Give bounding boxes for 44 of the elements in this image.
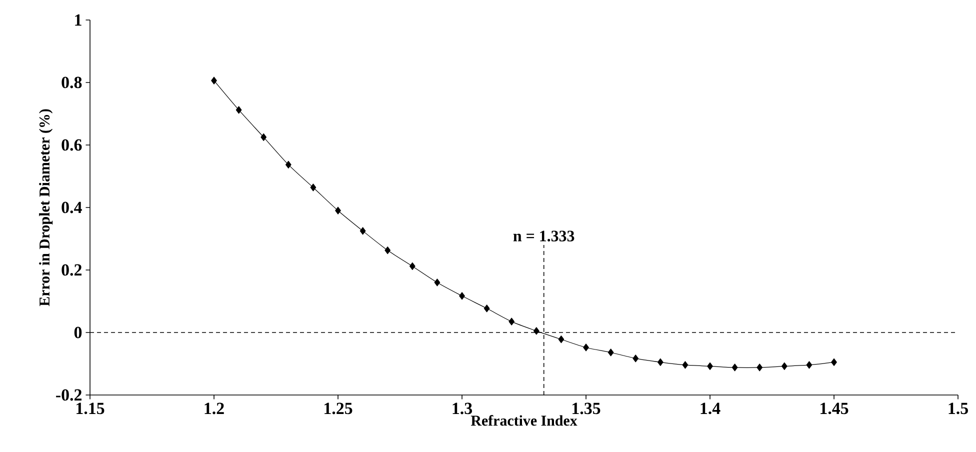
point bbox=[558, 336, 564, 344]
x-axis-title: Refractive Index bbox=[470, 415, 578, 426]
point bbox=[409, 262, 416, 270]
point bbox=[707, 362, 713, 370]
point bbox=[806, 361, 812, 369]
x-tick-label: 1.25 bbox=[324, 402, 352, 414]
point bbox=[384, 246, 391, 254]
ref-line-label: n = 1.333 bbox=[513, 230, 574, 242]
point bbox=[360, 227, 366, 235]
point bbox=[508, 318, 515, 326]
point bbox=[632, 354, 639, 362]
point bbox=[831, 358, 837, 366]
point bbox=[310, 184, 316, 192]
point bbox=[484, 304, 490, 312]
x-tick-label: 1.5 bbox=[948, 402, 968, 414]
point bbox=[260, 133, 267, 141]
point bbox=[211, 76, 217, 84]
x-tick-label: 1.4 bbox=[700, 402, 720, 414]
point bbox=[657, 358, 664, 366]
point bbox=[682, 361, 688, 369]
y-tick-label: 0.2 bbox=[62, 264, 82, 276]
point bbox=[781, 362, 788, 370]
point bbox=[285, 160, 292, 168]
x-tick-label: 1.15 bbox=[76, 402, 104, 414]
point bbox=[583, 344, 589, 352]
x-tick-label: 1.45 bbox=[820, 402, 848, 414]
point bbox=[756, 364, 763, 372]
point bbox=[335, 206, 341, 214]
x-tick-label: 1.3 bbox=[452, 402, 472, 414]
x-tick-label: 1.2 bbox=[204, 402, 224, 414]
y-tick-label: 0.8 bbox=[62, 76, 82, 88]
point bbox=[732, 364, 738, 372]
y-tick-label: 0.4 bbox=[62, 202, 82, 214]
point bbox=[608, 348, 614, 356]
point bbox=[459, 292, 465, 300]
point bbox=[533, 327, 540, 335]
point bbox=[434, 278, 440, 286]
y-axis-title: Error in Droplet Diameter (%) bbox=[39, 109, 53, 306]
y-tick-label: 1 bbox=[75, 14, 82, 26]
y-tick-label: -0.2 bbox=[56, 389, 82, 401]
point bbox=[236, 106, 242, 114]
x-tick-label: 1.35 bbox=[572, 402, 600, 414]
y-tick-label: 0 bbox=[74, 326, 82, 338]
y-tick-label: 0.6 bbox=[62, 139, 82, 151]
